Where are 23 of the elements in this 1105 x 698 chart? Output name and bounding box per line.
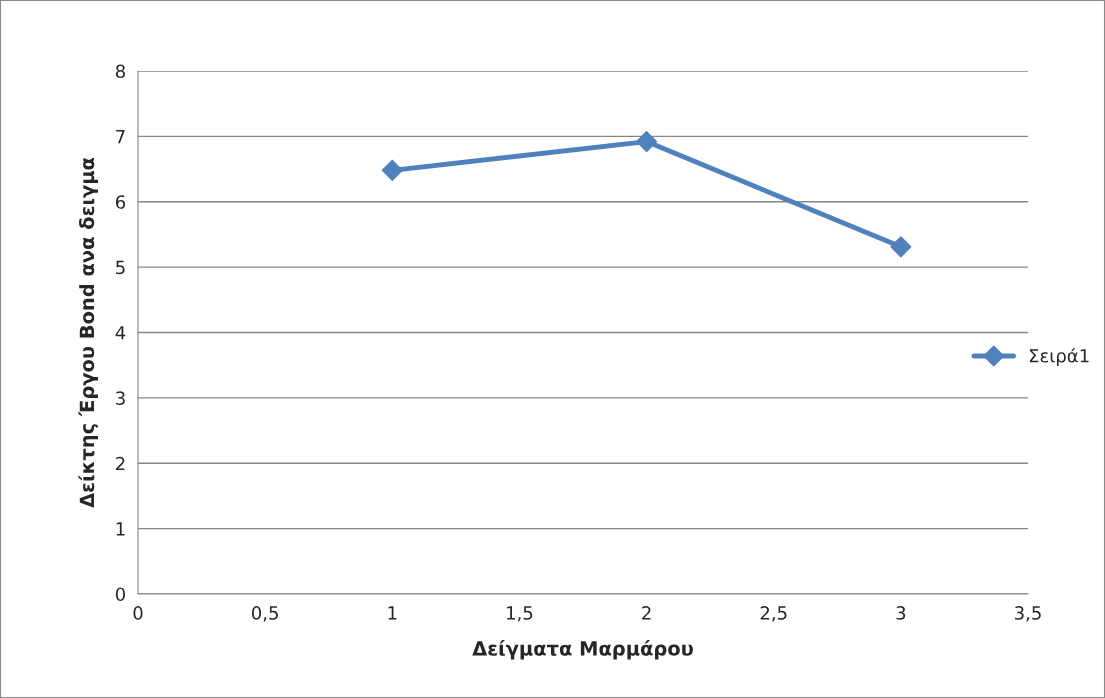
x-tick-label: 2	[642, 606, 651, 620]
legend-label: Σειρά1	[1029, 347, 1089, 367]
y-axis-title: Δείκτης Έργου Bond ανα δειγμα	[78, 157, 99, 508]
point	[381, 159, 403, 181]
x-tick-label: 0	[133, 606, 143, 620]
x-tick-label: 2,5	[760, 606, 787, 622]
x-axis-title: Δείγματα Μαρμάρου	[472, 639, 693, 660]
x-tick-label: 3	[896, 606, 906, 620]
point	[890, 236, 912, 258]
y-tick-label: 6	[115, 195, 126, 209]
y-tick-label: 0	[115, 587, 125, 602]
point	[636, 131, 658, 153]
y-tick-label: 3	[116, 391, 125, 405]
x-tick-label: 0,5	[251, 606, 278, 622]
y-tick-label: 5	[116, 260, 125, 275]
y-tick-label: 4	[115, 326, 126, 340]
x-tick-label: 3,5	[1015, 606, 1041, 622]
y-tick-label: 7	[116, 130, 125, 144]
y-tick-label: 8	[115, 64, 125, 79]
y-tick-label: 2	[116, 456, 125, 471]
x-tick-label: 1	[388, 606, 397, 620]
x-tick-label: 1,5	[507, 606, 533, 622]
y-tick-label: 1	[116, 522, 125, 536]
